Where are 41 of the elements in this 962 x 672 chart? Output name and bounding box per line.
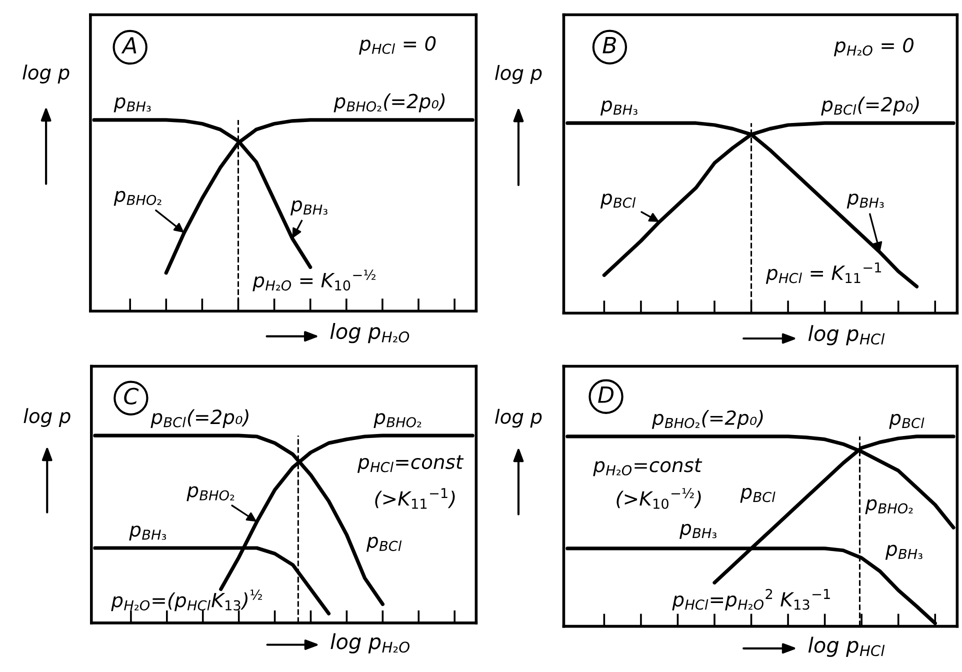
annotation: p$_{HCl}$ = K$_{11}$$^{−1}$ bbox=[766, 262, 881, 284]
series-label: p$_{BCl}$ bbox=[600, 194, 636, 208]
y-axis-title: log p bbox=[24, 408, 70, 427]
text: p$_{BCl}$(=2p₀) bbox=[821, 96, 919, 116]
series-label: p$_{BHO₂}$ bbox=[114, 190, 162, 206]
series-label: p$_{BH₃}$ bbox=[885, 544, 922, 560]
text: p$_{BH₃}$ bbox=[600, 100, 638, 116]
chart-title: B bbox=[602, 37, 616, 54]
text: p$_{BHO₂}$(=2p₀) bbox=[652, 410, 763, 429]
x-axis-title: log p$_{HCl}$ bbox=[808, 325, 885, 346]
chart-title: C bbox=[124, 388, 139, 405]
series-label: p$_{BHO₂}$ bbox=[865, 499, 913, 514]
text: p$_{BCl}$(=2p₀) bbox=[150, 409, 248, 428]
text: p$_{BCl}$ bbox=[889, 414, 924, 429]
annotation: (>K$_{11}$$^{−1}$) bbox=[375, 488, 455, 509]
y-axis-title: log p bbox=[495, 408, 542, 428]
annotation: p$_{H₂O}$=(p$_{HCl}$K$_{13}$)$^{½}$ bbox=[111, 590, 262, 612]
series-label: p$_{BCl}$ bbox=[740, 488, 776, 503]
x-axis-title: log p$_{H₂O}$ bbox=[330, 322, 410, 344]
series-label: p$_{BH₃}$ bbox=[290, 200, 328, 216]
annotation: p$_{BH₃}$ bbox=[680, 524, 716, 539]
annotation: (>K$_{10}$$^{−½}$) bbox=[616, 488, 701, 509]
text: p$_{H₂O}$ = 0 bbox=[834, 38, 914, 56]
annotation: p$_{H₂O}$ = K$_{10}$$^{−½}$ bbox=[252, 270, 376, 292]
y-axis-title: log p bbox=[22, 64, 70, 84]
x-axis-title: log p$_{H₂O}$ bbox=[330, 633, 410, 654]
series-label: p$_{BCl}$ bbox=[366, 536, 402, 552]
series-label: p$_{BH₃}$ bbox=[129, 526, 166, 540]
series-label: p$_{BHO₂}$ bbox=[186, 486, 234, 502]
series-label: p$_{BH₃}$ bbox=[846, 194, 884, 208]
text: p$_{BHO₂}$ bbox=[374, 413, 422, 428]
x-axis-title: log p$_{HCl}$ bbox=[808, 636, 885, 657]
text: p$_{BHO₂}$(=2p₀) bbox=[334, 93, 445, 112]
y-axis-title: log p bbox=[495, 65, 542, 84]
chart-title: A bbox=[121, 37, 136, 54]
annotation: p$_{HCl}$=p$_{H₂O}$$^{2}$ K$_{13}$$^{−1}$ bbox=[672, 588, 830, 610]
annotation: p$_{HCl}$=const bbox=[357, 455, 464, 473]
text: p$_{HCl}$ = 0 bbox=[358, 36, 436, 55]
chart-title: D bbox=[598, 386, 614, 403]
text: p$_{BH₃}$ bbox=[114, 97, 151, 112]
annotation: p$_{H₂O}$=const bbox=[593, 458, 702, 476]
